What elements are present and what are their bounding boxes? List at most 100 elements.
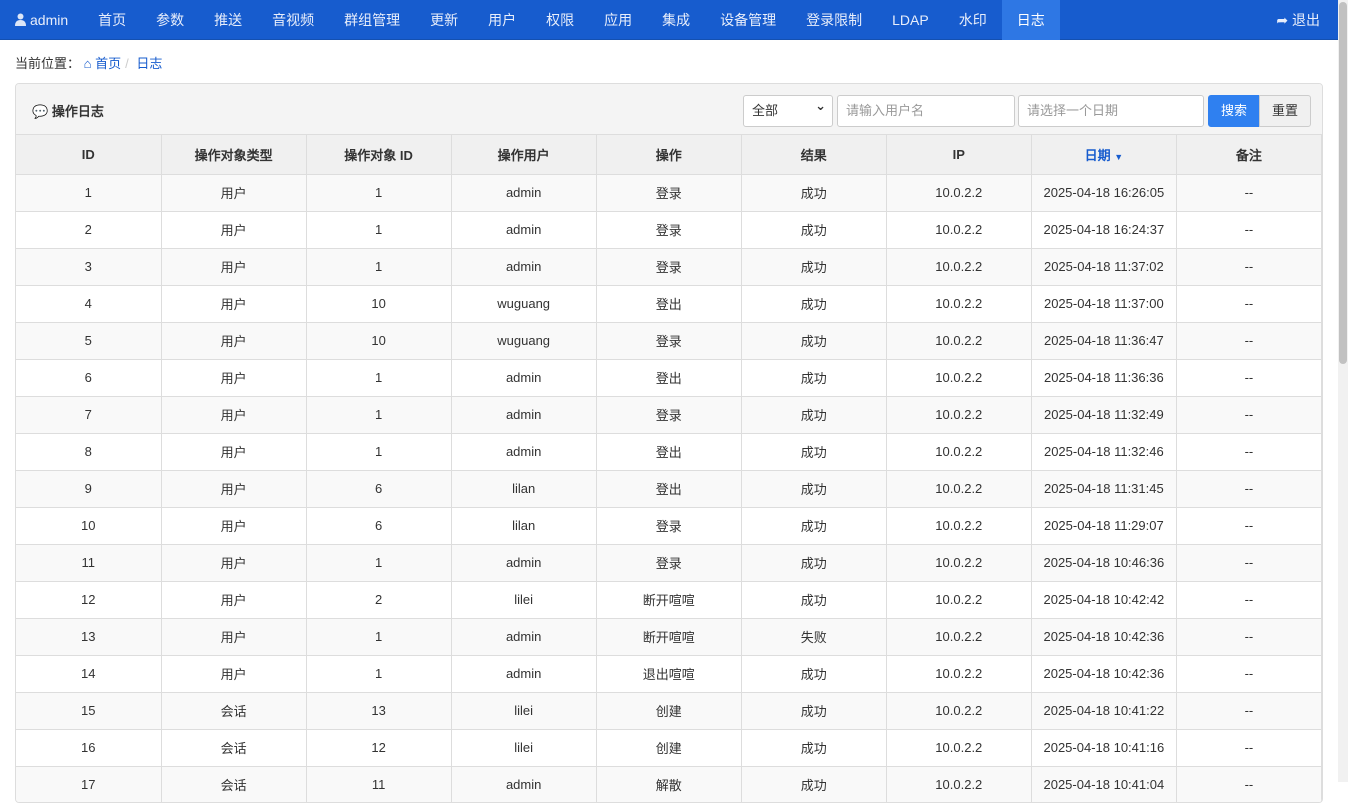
table-cell: 2025-04-18 11:37:00 (1031, 285, 1177, 323)
table-cell: -- (1176, 766, 1322, 802)
table-cell: admin (451, 359, 597, 397)
table-row: 3 用户 1 admin 登录 成功 10.0.2.2 2025-04-18 11:37:02… (16, 248, 1322, 286)
table-cell: -- (1176, 507, 1322, 545)
table-cell: -- (1176, 174, 1322, 212)
table-cell: 10.0.2.2 (886, 507, 1032, 545)
column-header[interactable]: ID (16, 135, 162, 175)
table-cell: 2025-04-18 11:36:36 (1031, 359, 1177, 397)
reset-button[interactable]: 重置 (1259, 95, 1311, 127)
username-input[interactable]: 请输入用户名 (837, 95, 1015, 127)
nav-item[interactable]: 权限 (546, 11, 575, 28)
table-cell: admin (451, 174, 597, 212)
table-cell: 3 (16, 248, 162, 286)
logout-button[interactable]: ➦ 退出 (1276, 12, 1320, 28)
table-cell: admin (451, 211, 597, 249)
table-cell: 用户 (161, 174, 307, 212)
table-cell: 创建 (596, 729, 742, 767)
table-cell: 登录 (596, 507, 742, 545)
table-cell: 11 (16, 544, 162, 582)
table-cell: 成功 (741, 285, 887, 323)
table-cell: 2025-04-18 10:42:36 (1031, 655, 1177, 693)
table-cell: 用户 (161, 618, 307, 656)
nav-item[interactable]: 推送 (214, 11, 243, 28)
table-cell: 12 (306, 729, 452, 767)
nav-item[interactable]: 集成 (662, 11, 691, 28)
table-cell: 登录 (596, 396, 742, 434)
table-cell: -- (1176, 655, 1322, 693)
nav-item[interactable]: 登录限制 (806, 11, 863, 28)
nav-item[interactable]: 参数 (156, 11, 185, 28)
column-header[interactable]: 操作用户 (451, 135, 597, 175)
breadcrumb-home[interactable]: ⌂ 首页 (83, 56, 122, 71)
table-cell: 用户 (161, 248, 307, 286)
table-cell: 1 (306, 655, 452, 693)
type-filter-select[interactable]: 全部 (743, 91, 833, 127)
table-cell: lilei (451, 729, 597, 767)
table-cell: 2025-04-18 10:46:36 (1031, 544, 1177, 582)
column-header[interactable]: 日期 ▼ (1031, 135, 1177, 175)
column-header[interactable]: 备注 (1176, 135, 1322, 175)
table-cell: 成功 (741, 433, 887, 471)
table-cell: 断开喧喧 (596, 581, 742, 619)
table-cell: admin (451, 655, 597, 693)
table-cell: 登出 (596, 470, 742, 508)
column-header[interactable]: 结果 (741, 135, 887, 175)
nav-item[interactable]: 群组管理 (344, 11, 401, 28)
table-cell: 用户 (161, 655, 307, 693)
table-cell: 成功 (741, 470, 887, 508)
nav-item[interactable]: 日志 (1001, 0, 1060, 40)
table-cell: 10 (306, 322, 452, 360)
column-header[interactable]: 操作 (596, 135, 742, 175)
table-cell: -- (1176, 581, 1322, 619)
table-cell: 用户 (161, 544, 307, 582)
table-cell: lilan (451, 507, 597, 545)
table-cell: 1 (306, 211, 452, 249)
home-icon: ⌂ (83, 56, 92, 71)
scrollbar[interactable] (1338, 0, 1348, 782)
table-cell: 用户 (161, 581, 307, 619)
table-cell: admin (451, 396, 597, 434)
table-cell: 1 (16, 174, 162, 212)
table-cell: 10.0.2.2 (886, 211, 1032, 249)
column-header[interactable]: 操作对象 ID (306, 135, 452, 175)
column-header[interactable]: 操作对象类型 (161, 135, 307, 175)
table-cell: admin (451, 248, 597, 286)
nav-item[interactable]: 首页 (98, 11, 127, 28)
table-cell: 登录 (596, 174, 742, 212)
nav-item[interactable]: 设备管理 (720, 11, 777, 28)
table-cell: lilei (451, 581, 597, 619)
breadcrumb-current[interactable]: 日志 (136, 56, 163, 71)
table-cell: 1 (306, 248, 452, 286)
table-cell: admin (451, 433, 597, 471)
breadcrumb: 当前位置： ⌂ 首页 / 日志 (15, 56, 163, 71)
table-cell: 成功 (741, 248, 887, 286)
table-row: 13 用户 1 admin 断开喧喧 失败 10.0.2.2 2025-04-18 10:42… (16, 618, 1322, 656)
table-cell: 14 (16, 655, 162, 693)
table-cell: admin (451, 544, 597, 582)
table-cell: 成功 (741, 174, 887, 212)
search-button[interactable]: 搜索 (1208, 95, 1260, 127)
date-input[interactable]: 请选择一个日期 (1018, 95, 1204, 127)
nav-item[interactable]: 用户 (488, 11, 517, 28)
column-header[interactable]: IP (886, 135, 1032, 175)
table-cell: 12 (16, 581, 162, 619)
table-cell: 成功 (741, 729, 887, 767)
table-cell: admin (451, 766, 597, 802)
table-cell: 2025-04-18 10:42:42 (1031, 581, 1177, 619)
nav-item[interactable]: 水印 (958, 11, 987, 28)
scrollbar-thumb[interactable] (1339, 2, 1347, 364)
user-menu[interactable]: admin (0, 0, 83, 40)
table-cell: 15 (16, 692, 162, 730)
nav-item[interactable]: 更新 (430, 11, 459, 28)
nav-item[interactable]: LDAP (892, 11, 929, 28)
table-cell: admin (451, 618, 597, 656)
nav-item[interactable]: 应用 (604, 11, 633, 28)
table-cell: 退出喧喧 (596, 655, 742, 693)
table-cell: 10.0.2.2 (886, 766, 1032, 802)
breadcrumb-label: 当前位置： (15, 56, 81, 71)
table-cell: 登出 (596, 285, 742, 323)
table-cell: 11 (306, 766, 452, 802)
table-cell: -- (1176, 322, 1322, 360)
nav-item[interactable]: 音视频 (272, 11, 315, 28)
table-cell: 成功 (741, 322, 887, 360)
